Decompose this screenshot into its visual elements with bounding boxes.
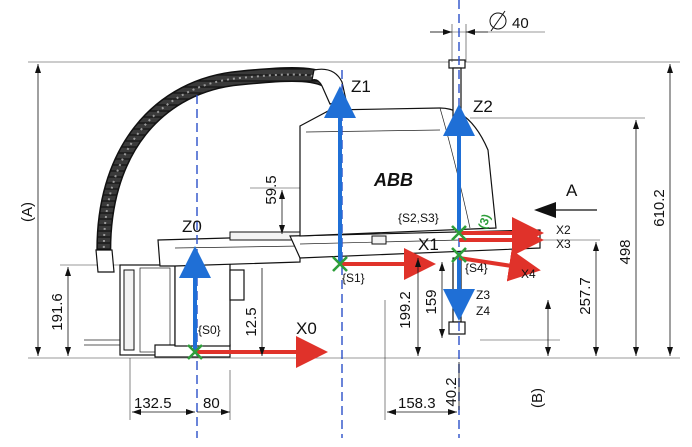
label-z4: Z4 [476,304,490,318]
dim-ref-b: (B) [529,388,546,408]
dim-199-2: 199.2 [397,291,414,329]
x4-axis-arrow [458,249,541,282]
label-z2: Z2 [473,97,493,116]
origin-s1 [332,256,348,272]
label-x2: X2 [556,223,571,237]
label-z0: Z0 [182,217,202,236]
dim-80: 80 [203,395,220,412]
frame-axes [179,86,544,368]
view-a-label: A [566,181,578,200]
circled-note: (3) [475,212,493,231]
dim-158-3: 158.3 [398,395,436,412]
dim-ref-a: (A) [19,202,36,222]
dim-191-6: 191.6 [49,293,66,331]
label-x3: X3 [556,237,571,251]
dim-40-2: 40.2 [443,377,460,406]
frame-origins [187,225,467,360]
label-s1: {S1} [342,271,365,285]
label-x0: X0 [296,319,317,338]
brand-logo: ABB [373,170,413,190]
shaft-cap [448,59,466,69]
label-x4: X4 [521,267,536,281]
hose-fitting-lower [95,249,115,273]
axis-labels: Z0 Z1 Z2 X0 X1 X2 X3 X4 Z3 Z4 {S0} {S1} … [182,77,571,338]
label-z3: Z3 [476,288,490,302]
label-s2-s3: {S2,S3} [398,211,439,225]
dim-diameter-40: 40 [512,15,529,32]
dim-610-2: 610.2 [651,189,668,227]
origin-s4 [451,247,467,263]
origin-s0 [187,344,203,360]
label-s4: {S4} [465,261,488,275]
origin-s2-s3 [451,225,467,241]
hose-fitting-upper [311,68,347,105]
dimensions: 40 (A) 191.6 12.5 59.5 199.2 159 257.7 4… [19,10,673,415]
label-s0: {S0} [198,323,221,337]
dim-159: 159 [423,289,440,314]
spline-shaft-upper [452,67,462,121]
shaft-tool-flange [448,321,466,335]
dim-12-5: 12.5 [243,307,260,336]
dim-498: 498 [617,239,634,264]
dim-257-7: 257.7 [577,277,594,315]
robot-body: ABB [84,59,541,358]
dim-132-5: 132.5 [134,395,172,412]
dim-59-5: 59.5 [263,175,280,204]
label-z1: Z1 [351,77,371,96]
label-x1: X1 [418,235,439,254]
